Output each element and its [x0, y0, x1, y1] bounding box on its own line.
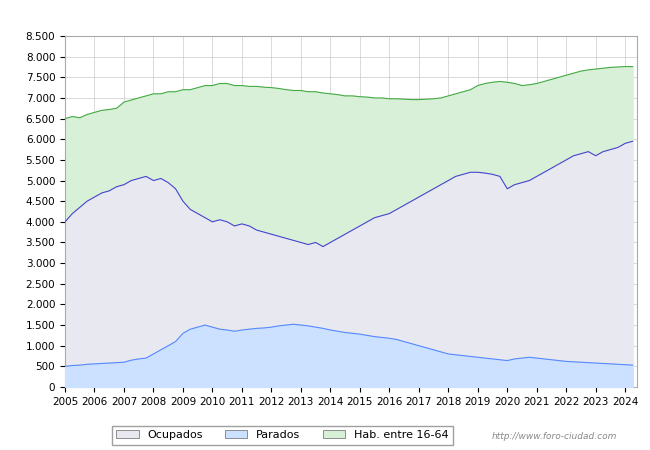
Text: http://www.foro-ciudad.com: http://www.foro-ciudad.com: [492, 432, 618, 441]
Text: Picanya - Evolucion de la poblacion en edad de Trabajar Mayo de 2024: Picanya - Evolucion de la poblacion en e…: [103, 12, 547, 24]
Legend: Ocupados, Parados, Hab. entre 16-64: Ocupados, Parados, Hab. entre 16-64: [112, 426, 453, 445]
